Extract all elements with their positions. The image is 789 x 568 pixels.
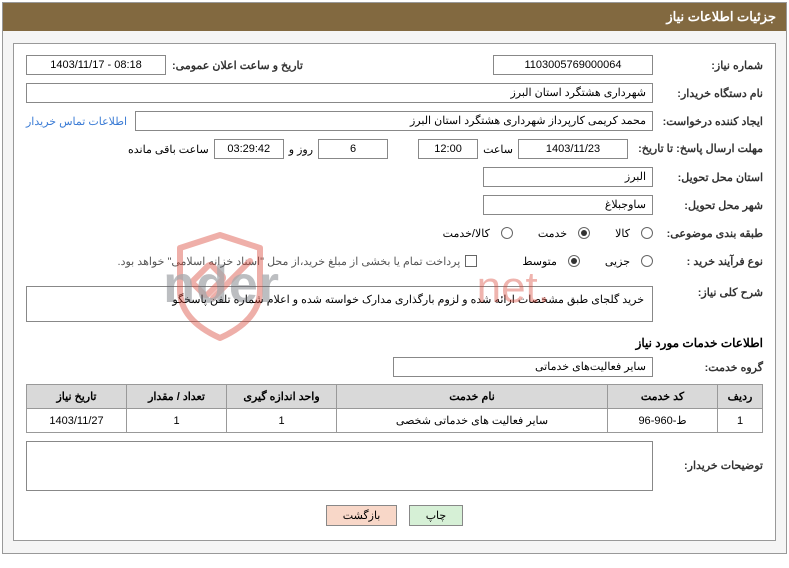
back-button[interactable]: بازگشت [326, 505, 398, 526]
td-code: ط-960-96 [608, 409, 718, 433]
inner-frame: شماره نیاز: 1103005769000064 تاریخ و ساع… [13, 43, 776, 541]
label-need-desc: شرح کلی نیاز: [653, 286, 763, 299]
buyer-notes-box [26, 441, 653, 491]
services-info-title: اطلاعات خدمات مورد نیاز [26, 336, 763, 350]
service-table: ردیف کد خدمت نام خدمت واحد اندازه گیری ت… [26, 384, 763, 433]
row-buyer-org: نام دستگاه خریدار: شهرداری هشتگرد استان … [26, 82, 763, 104]
need-desc-box: خرید گلجای طبق مشخصات ارائه شده و لزوم ب… [26, 286, 653, 322]
label-hours-left: ساعت باقی مانده [128, 143, 209, 156]
radio-medium-label: متوسط [522, 255, 557, 268]
value-requester: محمد کریمی کارپرداز شهرداری هشتگرد استان… [135, 111, 653, 131]
row-requester: ایجاد کننده درخواست: محمد کریمی کارپرداز… [26, 110, 763, 132]
td-row: 1 [718, 409, 763, 433]
label-buyer-notes: توضیحات خریدار: [653, 441, 763, 472]
value-buyer-org: شهرداری هشتگرد استان البرز [26, 83, 653, 103]
td-name: سایر فعالیت های خدماتی شخصی [337, 409, 608, 433]
radio-group-category: کالا [610, 227, 653, 240]
radio-service[interactable] [578, 227, 590, 239]
main-container: جزئیات اطلاعات نیاز شماره نیاز: 11030057… [2, 2, 787, 554]
radio-both-label: کالا/خدمت [443, 227, 490, 240]
row-buyer-notes: توضیحات خریدار: [26, 441, 763, 491]
label-announce-dt: تاریخ و ساعت اعلان عمومی: [172, 59, 303, 72]
label-buyer-org: نام دستگاه خریدار: [653, 87, 763, 100]
radio-goods[interactable] [641, 227, 653, 239]
td-qty: 1 [127, 409, 227, 433]
row-province: استان محل تحویل: البرز [26, 166, 763, 188]
button-row: چاپ بازگشت [26, 505, 763, 526]
label-requester: ایجاد کننده درخواست: [653, 115, 763, 128]
td-date: 1403/11/27 [27, 409, 127, 433]
th-date: تاریخ نیاز [27, 385, 127, 409]
label-days-and: روز و [289, 143, 313, 156]
label-hour: ساعت [483, 143, 513, 156]
checkbox-payment[interactable] [465, 255, 477, 267]
label-need-no: شماره نیاز: [653, 59, 763, 72]
value-deadline-hour: 12:00 [418, 139, 478, 159]
label-service-group: گروه خدمت: [653, 361, 763, 374]
td-unit: 1 [227, 409, 337, 433]
th-unit: واحد اندازه گیری [227, 385, 337, 409]
need-desc-text: خرید گلجای طبق مشخصات ارائه شده و لزوم ب… [172, 294, 644, 306]
th-qty: تعداد / مقدار [127, 385, 227, 409]
radio-medium[interactable] [568, 255, 580, 267]
row-service-group: گروه خدمت: سایر فعالیت‌های خدماتی [26, 356, 763, 378]
radio-group-ptype1: جزیی [600, 255, 653, 268]
value-deadline-date: 1403/11/23 [518, 139, 628, 159]
contact-link[interactable]: اطلاعات تماس خریدار [26, 115, 127, 128]
table-header-row: ردیف کد خدمت نام خدمت واحد اندازه گیری ت… [27, 385, 763, 409]
value-province: البرز [483, 167, 653, 187]
radio-partial-label: جزیی [605, 255, 630, 268]
title-bar: جزئیات اطلاعات نیاز [3, 3, 786, 31]
row-deadline: مهلت ارسال پاسخ: تا تاریخ: 1403/11/23 سا… [26, 138, 763, 160]
value-announce-dt: 1403/11/17 - 08:18 [26, 55, 166, 75]
row-city: شهر محل تحویل: ساوجبلاغ [26, 194, 763, 216]
row-need-no: شماره نیاز: 1103005769000064 تاریخ و ساع… [26, 54, 763, 76]
th-code: کد خدمت [608, 385, 718, 409]
th-name: نام خدمت [337, 385, 608, 409]
value-countdown: 03:29:42 [214, 139, 284, 159]
radio-group-category2: خدمت [533, 227, 590, 240]
row-need-desc: شرح کلی نیاز: خرید گلجای طبق مشخصات ارائ… [26, 286, 763, 322]
content-area: شماره نیاز: 1103005769000064 تاریخ و ساع… [3, 31, 786, 553]
radio-partial[interactable] [641, 255, 653, 267]
value-service-group: سایر فعالیت‌های خدماتی [393, 357, 653, 377]
value-need-no: 1103005769000064 [493, 55, 653, 75]
title-bar-text: جزئیات اطلاعات نیاز [666, 9, 776, 24]
value-days-left: 6 [318, 139, 388, 159]
row-category: طبقه بندی موضوعی: کالا خدمت کالا/خدمت [26, 222, 763, 244]
label-purchase-type: نوع فرآیند خرید : [653, 255, 763, 268]
row-purchase-type: نوع فرآیند خرید : جزیی متوسط پرداخت تمام… [26, 250, 763, 272]
radio-group-category3: کالا/خدمت [438, 227, 513, 240]
label-province: استان محل تحویل: [653, 171, 763, 184]
table-row: 1 ط-960-96 سایر فعالیت های خدماتی شخصی 1… [27, 409, 763, 433]
print-button[interactable]: چاپ [409, 505, 464, 526]
value-city: ساوجبلاغ [483, 195, 653, 215]
label-deadline: مهلت ارسال پاسخ: تا تاریخ: [628, 143, 763, 155]
radio-goods-label: کالا [615, 227, 630, 240]
label-category: طبقه بندی موضوعی: [653, 227, 763, 240]
radio-group-ptype2: متوسط [517, 255, 580, 268]
th-row: ردیف [718, 385, 763, 409]
payment-note: پرداخت تمام یا بخشی از مبلغ خرید،از محل … [118, 255, 461, 268]
label-city: شهر محل تحویل: [653, 199, 763, 212]
radio-service-label: خدمت [538, 227, 567, 240]
radio-both[interactable] [501, 227, 513, 239]
